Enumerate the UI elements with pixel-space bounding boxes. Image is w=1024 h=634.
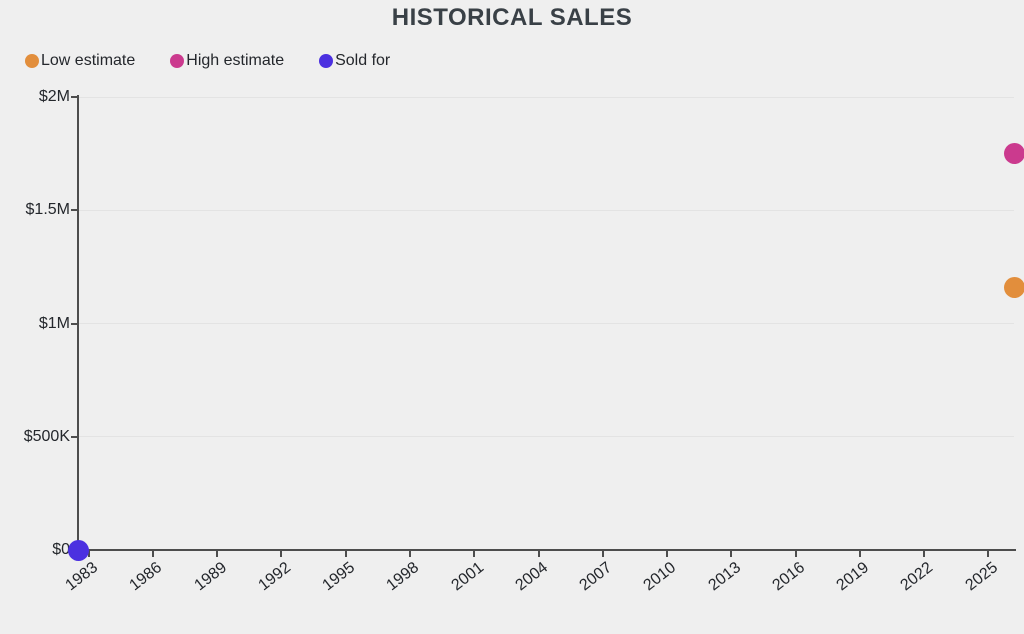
legend-label: High estimate: [186, 52, 285, 69]
chart-legend: Low estimate High estimate Sold for: [25, 52, 390, 70]
y-gridline: [78, 323, 1014, 324]
x-axis-tick-label: 1995: [319, 559, 359, 595]
y-axis-tick-label: $1M: [38, 314, 70, 332]
x-axis-tick-label: 2025: [962, 559, 1001, 595]
x-axis-tick: [473, 550, 476, 557]
data-point-sold-for[interactable]: [67, 539, 89, 561]
legend-dot-icon: [170, 54, 185, 68]
x-axis-tick: [730, 550, 733, 557]
y-gridline: [78, 96, 1014, 98]
legend-label: Sold for: [335, 52, 391, 69]
legend-label: Low estimate: [41, 52, 136, 69]
y-axis-tick-label: $2M: [38, 88, 70, 105]
legend-dot-icon: [319, 54, 334, 68]
x-axis-tick: [601, 550, 604, 557]
x-axis-tick-label: 2022: [897, 559, 937, 595]
y-axis-tick-label: $1.5M: [25, 201, 70, 219]
x-axis-tick: [537, 550, 540, 557]
x-axis-tick: [408, 550, 411, 557]
x-axis-tick: [858, 550, 861, 557]
x-axis-tick-label: 2007: [576, 559, 616, 595]
x-axis-tick-label: 1983: [62, 559, 102, 595]
x-axis-tick: [87, 550, 90, 557]
x-axis-tick: [280, 550, 283, 557]
x-axis-tick-label: 2016: [769, 559, 808, 595]
x-axis-tick: [794, 550, 797, 557]
data-point-low-estimate[interactable]: [1003, 276, 1024, 298]
y-gridline: [78, 436, 1014, 438]
x-axis-tick-label: 2010: [640, 559, 680, 595]
x-axis-tick-label: 2019: [833, 559, 873, 595]
x-axis-tick-label: 2001: [448, 559, 487, 595]
y-axis-line: [77, 95, 79, 550]
x-axis-tick-label: 1998: [383, 559, 423, 595]
chart-title: HISTORICAL SALES: [391, 4, 633, 31]
legend-item-low-estimate[interactable]: Low estimate: [25, 52, 135, 70]
x-axis-tick-label: 1989: [191, 559, 230, 595]
x-axis-tick-label: 1992: [255, 559, 294, 595]
x-axis-tick: [923, 550, 926, 557]
y-axis-tick: [71, 209, 78, 212]
y-axis-tick: [71, 435, 78, 438]
x-axis-tick-label: 1986: [126, 559, 166, 595]
y-gridline: [78, 209, 1014, 211]
y-axis-tick: [71, 322, 78, 325]
x-axis-tick: [216, 550, 219, 557]
x-axis-tick-label: 2004: [512, 559, 551, 595]
legend-dot-icon: [25, 54, 39, 68]
x-axis-line: [78, 549, 1016, 551]
y-axis-tick-label: $500K: [23, 427, 70, 445]
x-axis-tick: [344, 550, 347, 557]
y-axis-tick-label: $0: [52, 541, 70, 558]
legend-item-sold-for[interactable]: Sold for: [319, 52, 390, 70]
y-axis-tick: [71, 96, 78, 98]
x-axis-tick: [151, 550, 154, 557]
legend-item-high-estimate[interactable]: High estimate: [170, 52, 284, 70]
x-axis-tick: [987, 550, 990, 557]
x-axis-tick: [666, 550, 669, 557]
x-axis-tick-label: 2013: [705, 559, 744, 595]
data-point-high-estimate[interactable]: [1003, 143, 1024, 165]
